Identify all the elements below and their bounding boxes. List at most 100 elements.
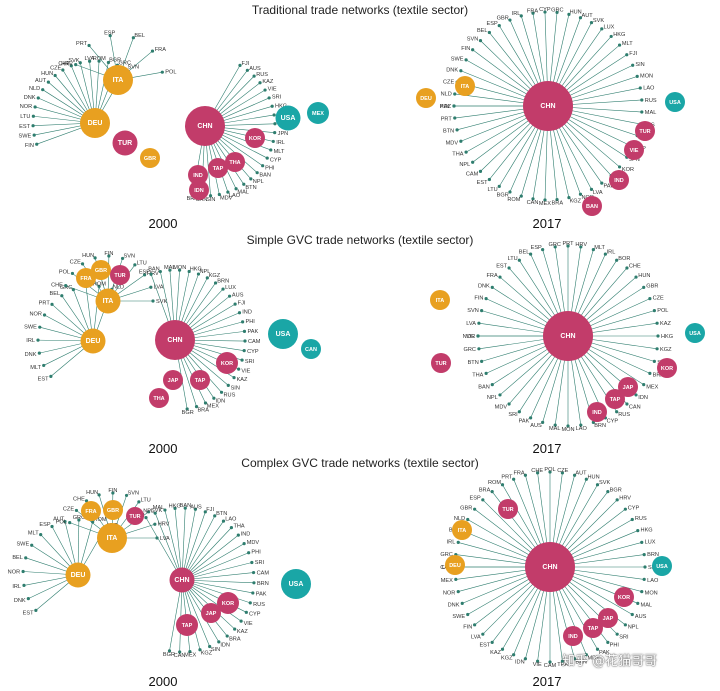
node-ban xyxy=(183,506,187,510)
node-aus xyxy=(245,68,249,72)
hub-label-kor: KOR xyxy=(661,366,673,372)
node-label-irl: IRL xyxy=(512,11,521,17)
node-fin xyxy=(107,254,111,258)
node-idn xyxy=(212,396,216,400)
node-label-hun: HUN xyxy=(638,273,650,279)
node-bgr xyxy=(167,649,172,653)
node-swe xyxy=(38,325,42,329)
node-label-aut: AUT xyxy=(575,470,587,476)
node-est xyxy=(507,266,511,270)
node-label-kaz: KAZ xyxy=(262,79,273,85)
node-label-ind: IND xyxy=(242,310,252,316)
node-rus xyxy=(640,98,644,102)
node-kaz xyxy=(452,104,456,108)
node-label-grc: GRC xyxy=(440,552,452,558)
node-label-mon: MON xyxy=(173,265,186,271)
node-svk xyxy=(589,21,594,25)
hub-label-tap: TAP xyxy=(182,623,193,629)
node-label-bel: BEL xyxy=(519,249,530,255)
node-label-fji: FJI xyxy=(206,507,214,513)
node-label-fji: FJI xyxy=(238,301,246,307)
node-mal xyxy=(553,423,557,427)
node-label-lux: LUX xyxy=(603,24,614,30)
hub-node-usa xyxy=(652,556,672,576)
node-hun xyxy=(567,12,571,16)
node-dnk xyxy=(490,285,494,289)
node-vie xyxy=(536,659,540,663)
node-fra xyxy=(498,275,502,279)
node-label-rus: RUS xyxy=(635,516,647,522)
node-sin xyxy=(631,63,635,67)
node-hrv xyxy=(153,522,157,526)
node-label-hrv: HRV xyxy=(575,242,587,248)
node-phi xyxy=(247,551,251,555)
node-label-fji: FJI xyxy=(242,61,250,67)
node-sri xyxy=(267,96,271,100)
node-hun xyxy=(634,275,638,279)
node-label-irl: IRL xyxy=(447,540,456,546)
hub-node-deu xyxy=(80,328,106,354)
node-label-kgz: KGZ xyxy=(209,273,221,279)
node-label-sri: SRI xyxy=(272,95,282,101)
node-label-lao: LAO xyxy=(229,193,241,199)
year-label-simple-2017: 2017 xyxy=(532,441,562,456)
node-esp xyxy=(50,524,54,529)
node-label-cyp: CYP xyxy=(539,7,551,13)
hub-label-ita: ITA xyxy=(113,77,124,84)
node-label-phi: PHI xyxy=(246,319,256,325)
row-title-simple-gvc: Simple GVC trade networks (textile secto… xyxy=(246,233,474,247)
hub-node-gbr xyxy=(91,260,111,280)
hub-node-tap xyxy=(190,370,210,390)
hub-node-chn xyxy=(543,311,593,361)
node-label-irl: IRL xyxy=(607,249,616,255)
hub-node-usa xyxy=(685,323,705,343)
node-label-bgr: BGR xyxy=(163,652,175,658)
node-label-hkg: HKG xyxy=(190,267,202,273)
hub-label-tur: TUR xyxy=(502,507,513,513)
node-label-lva: LVA xyxy=(593,190,603,196)
node-label-pak: PAK xyxy=(256,592,267,598)
node-label-mdv: MDV xyxy=(247,540,260,546)
node-label-vie: VIE xyxy=(533,662,542,668)
hub-node-jap xyxy=(598,608,618,628)
hub-label-usa: USA xyxy=(281,115,296,122)
node-kaz xyxy=(500,647,505,651)
node-bgr xyxy=(606,490,610,494)
node-label-aus: AUS xyxy=(190,504,202,510)
hub-label-gbr: GBR xyxy=(107,508,119,514)
node-label-swe: SWE xyxy=(452,614,465,620)
node-brn xyxy=(642,553,646,557)
node-fin xyxy=(471,48,475,52)
node-fra xyxy=(531,11,535,15)
hub-node-gbr xyxy=(140,148,160,168)
node-label-svn: SVN xyxy=(128,491,140,497)
node-tha xyxy=(484,371,488,375)
node-bor xyxy=(615,258,619,262)
hub-label-deu: DEU xyxy=(449,563,461,569)
node-label-dnk: DNK xyxy=(14,598,26,604)
node-label-btn: BTN xyxy=(443,129,454,135)
node-bel xyxy=(131,36,135,40)
node-est xyxy=(487,177,491,182)
node-esp xyxy=(497,24,501,28)
node-label-ltu: LTU xyxy=(508,256,518,262)
node-hkg xyxy=(187,269,191,274)
node-label-mex: MEX xyxy=(646,384,658,390)
hub-label-ita: ITA xyxy=(436,298,444,304)
node-label-hrv: HRV xyxy=(619,496,631,502)
node-label-nld: NLD xyxy=(29,86,40,92)
node-ban xyxy=(158,269,162,274)
node-lao xyxy=(221,519,226,523)
node-label-mlt: MLT xyxy=(274,149,285,155)
node-aus xyxy=(541,420,545,424)
node-label-tha: THA xyxy=(557,662,568,668)
node-label-hun: HUN xyxy=(570,9,582,15)
node-label-sri: SRI xyxy=(619,634,629,640)
hub-node-kor xyxy=(217,592,239,614)
node-label-sin: SIN xyxy=(211,647,220,653)
node-pak xyxy=(595,647,600,651)
node-rom xyxy=(91,520,95,524)
node-label-fji: FJI xyxy=(629,51,637,57)
hub-label-chn: CHN xyxy=(197,123,212,130)
node-lva xyxy=(589,187,594,191)
